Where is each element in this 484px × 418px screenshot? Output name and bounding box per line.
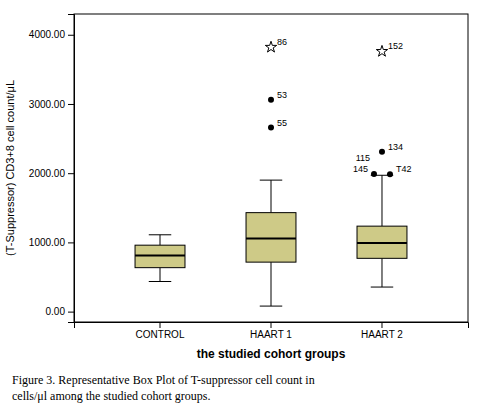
x-tick-label: HAART 2 [361, 329, 403, 340]
y-tick-mark [68, 104, 74, 105]
y-tick: 0.00 [46, 306, 74, 317]
box [135, 245, 185, 267]
median [135, 255, 185, 257]
far-outlier [265, 41, 276, 52]
outlier [371, 171, 377, 177]
outlier-label: 55 [277, 118, 287, 128]
outlier-label: 134 [388, 142, 403, 152]
y-tick-label: 2000.00 [29, 168, 66, 179]
whisker-lower [381, 258, 382, 287]
x-axis-title: the studied cohort groups [197, 347, 346, 361]
far-outlier-label: 152 [388, 41, 403, 51]
x-tick: CONTROL [136, 322, 185, 340]
outlier-label: 145 [353, 164, 368, 174]
y-axis-line [68, 15, 75, 323]
x-tick-label: HAART 1 [250, 329, 292, 340]
y-axis: 0.00 1000.00 2000.00 3000.00 4000.00 [29, 15, 75, 323]
whisker-cap-lower [260, 306, 282, 307]
whisker-cap-upper [149, 234, 171, 235]
median [246, 238, 296, 240]
marks [135, 41, 407, 306]
box [246, 213, 296, 262]
box-group [135, 235, 185, 282]
annotation: 115 [356, 153, 370, 163]
x-tick: HAART 1 [250, 322, 292, 340]
whisker-cap-lower [371, 287, 393, 288]
outlier [268, 125, 274, 131]
x-tick: HAART 2 [361, 322, 403, 340]
y-tick-label: 4000.00 [29, 29, 66, 40]
whisker-lower [271, 262, 272, 306]
plot-area: 0.00 1000.00 2000.00 3000.00 4000.00 CONTROL H… [29, 14, 469, 340]
y-tick: 1000.00 [29, 237, 74, 248]
whisker-cap-lower [149, 281, 171, 282]
far-outlier-label: 86 [277, 37, 287, 47]
whisker-upper [381, 175, 382, 226]
y-tick: 3000.00 [29, 99, 74, 110]
y-tick-label: 0.00 [46, 306, 66, 317]
point-labels: 55 53 86 T42 145 134 152 115 [277, 37, 412, 174]
far-outlier [376, 45, 387, 56]
x-tick-mark [271, 322, 272, 328]
x-tick-mark [381, 322, 382, 328]
chart-svg: 0.00 1000.00 2000.00 3000.00 4000.00 CONTROL H… [0, 0, 484, 418]
plot-frame [74, 14, 468, 322]
whisker-upper [271, 180, 272, 213]
x-tick-label: CONTROL [136, 329, 185, 340]
median [357, 242, 407, 244]
y-tick-mark [68, 242, 74, 243]
x-axis-line [75, 323, 469, 329]
x-tick-mark [160, 322, 161, 328]
outlier-label: 53 [277, 90, 287, 100]
whisker-upper [160, 235, 161, 245]
outlier [268, 97, 274, 103]
outlier [387, 171, 393, 177]
y-tick-mark [68, 312, 74, 313]
whisker-cap-upper [260, 180, 282, 181]
caption: Figure 3. Representative Box Plot of T-s… [12, 373, 315, 387]
y-tick: 4000.00 [29, 29, 74, 40]
y-tick-mark [68, 173, 74, 174]
box-group [357, 175, 407, 287]
outlier [379, 149, 385, 155]
caption: cells/μl among the studied cohort groups… [12, 389, 210, 403]
y-axis-title: (T-Suppressor) CD3+8 cell count/μL [4, 80, 16, 256]
outlier-label: T42 [396, 164, 412, 174]
y-tick-label: 3000.00 [29, 99, 66, 110]
box [357, 226, 407, 258]
x-axis: CONTROL HAART 1 HAART 2 [75, 322, 469, 340]
y-tick: 2000.00 [29, 168, 74, 179]
whisker-lower [160, 268, 161, 282]
y-tick-label: 1000.00 [29, 237, 66, 248]
box-group [246, 180, 296, 306]
y-tick-mark [68, 35, 74, 36]
